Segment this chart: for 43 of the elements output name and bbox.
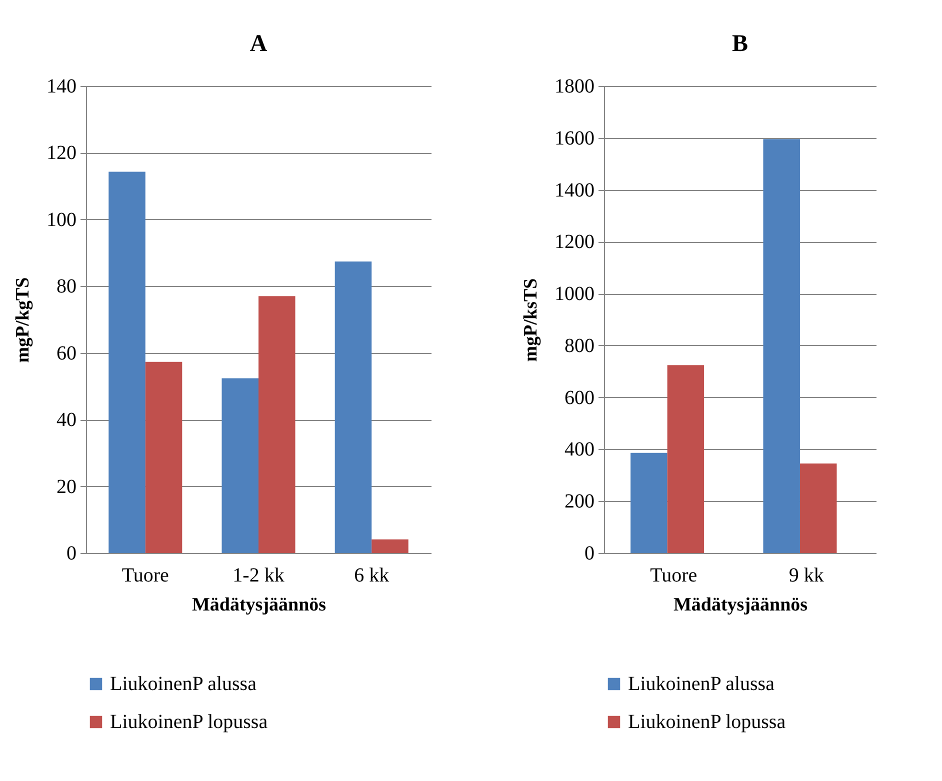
legend-label: LiukoinenP alussa [110,673,257,695]
y-tick-label: 120 [46,142,76,164]
chart-title: A [250,31,268,57]
legend-label: LiukoinenP lopussa [110,711,268,733]
x-tick-label: 9 kk [788,564,824,586]
y-tick-label: 1400 [554,179,594,202]
y-tick-label: 400 [564,438,594,461]
y-tick-label: 20 [56,476,76,498]
x-tick-label: 6 kk [354,564,390,586]
bar [334,261,372,553]
y-tick-label: 800 [564,334,594,357]
bar [763,139,800,553]
bar [145,362,182,553]
bar [800,463,837,553]
y-tick-label: 100 [46,208,76,231]
bar [258,296,296,553]
bar [372,539,408,553]
chart-title: B [732,31,748,57]
y-tick-label: 1000 [554,283,594,306]
bar [630,452,668,553]
bar [108,172,146,553]
y-tick-label: 0 [66,542,76,564]
y-tick-label: 200 [564,490,594,513]
y-tick-label: 60 [56,342,76,364]
y-tick-label: 80 [56,276,76,298]
y-tick-label: 600 [564,386,594,409]
x-axis-title: Mädätysjäännös [673,594,808,616]
y-axis-title: mgP/kgTS [12,277,34,363]
y-tick-label: 140 [46,76,76,98]
y-tick-label: 40 [56,409,76,432]
y-tick-label: 1800 [554,76,594,98]
y-tick-label: 1200 [554,231,594,254]
y-axis-title: mgP/ksTS [520,278,542,362]
x-axis-title: Mädätysjäännös [192,594,326,616]
x-tick-label: 1-2 kk [232,564,284,586]
bar [222,378,258,553]
legend-label: LiukoinenP lopussa [628,711,786,733]
x-tick-label: Tuore [650,564,698,586]
legend-label: LiukoinenP alussa [628,673,775,695]
bar [667,365,704,553]
x-tick-label: Tuore [122,564,170,586]
y-tick-label: 0 [584,542,594,564]
y-tick-label: 1600 [554,127,594,150]
